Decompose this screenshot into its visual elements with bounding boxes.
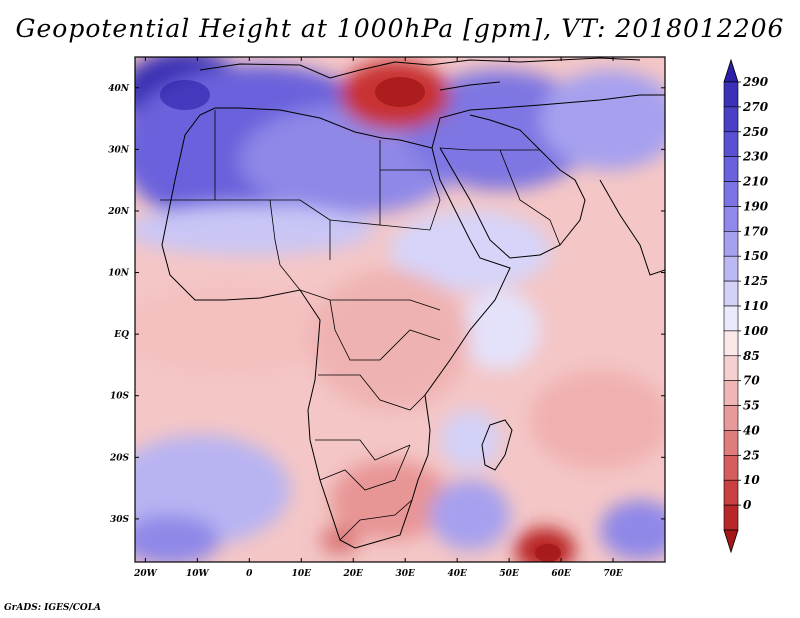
- lat-tick-label: 30N: [108, 145, 130, 155]
- colorbar-label: 230: [742, 150, 769, 164]
- colorbar-label: 210: [742, 175, 769, 189]
- colorbar-swatch: [723, 280, 739, 307]
- colorbar-label: 10: [743, 473, 760, 487]
- colorbar-label: 110: [743, 299, 769, 313]
- country-borders: [160, 110, 561, 541]
- colorbar-label: 85: [743, 349, 760, 363]
- longitude-axis: 20W 10W 0 10E 20E 30E 40E 50E 60E 70E: [133, 57, 623, 579]
- lon-tick-label: 0: [246, 569, 253, 579]
- colorbar-swatch: [723, 380, 739, 406]
- colorbar-swatch: [723, 181, 739, 207]
- colorbar-bottom-arrow: [723, 529, 739, 554]
- lat-tick-label: 30S: [110, 515, 130, 525]
- grads-credit: GrADS: IGES/COLA: [4, 603, 102, 613]
- colorbar-label: 170: [743, 224, 769, 238]
- lat-tick-label: 20N: [107, 207, 130, 217]
- colorbar-label: 270: [742, 100, 769, 114]
- lat-tick-label: 40N: [108, 84, 130, 94]
- colorbar-label: 290: [742, 75, 769, 89]
- colorbar-swatch: [723, 206, 739, 232]
- plot-frame: [134, 56, 666, 563]
- colorbar-label: 40: [743, 423, 760, 437]
- colorbar-swatch: [723, 131, 739, 157]
- colorbar-swatch: [723, 479, 739, 506]
- lon-tick-label: 60E: [551, 569, 571, 579]
- lon-tick-label: 70E: [603, 569, 623, 579]
- colorbar-swatch: [723, 504, 739, 531]
- colorbar-swatch: [723, 81, 739, 108]
- colorbar-label: 150: [743, 249, 769, 263]
- lon-tick-label: 30E: [396, 569, 416, 579]
- lon-tick-label: 10E: [292, 569, 312, 579]
- coastlines: [161, 57, 665, 549]
- colorbar-label: 25: [742, 448, 760, 462]
- colorbar-swatch: [723, 106, 739, 133]
- colorbar-label: 0: [743, 498, 752, 512]
- colorbar-label: 125: [743, 274, 768, 288]
- colorbar-label: 70: [743, 374, 760, 388]
- colorbar-swatch: [723, 156, 739, 182]
- colorbar-label: 250: [742, 125, 769, 139]
- colorbar-label: 55: [743, 399, 760, 413]
- colorbar-swatch: [723, 231, 739, 257]
- lon-tick-label: 50E: [499, 569, 519, 579]
- lon-tick-label: 40E: [447, 569, 467, 579]
- lat-tick-label: 10N: [108, 269, 130, 279]
- colorbar-swatch: [723, 255, 739, 282]
- height-field: [135, 57, 665, 562]
- lon-tick-label: 20W: [133, 569, 158, 579]
- colorbar-top-arrow: [723, 58, 739, 83]
- lat-tick-label: 10S: [110, 392, 130, 402]
- colorbar-label: 100: [743, 324, 769, 338]
- colorbar-swatch: [723, 455, 739, 481]
- colorbar: 2902702502302101901701501251101008570554…: [723, 58, 769, 554]
- colorbar-swatch: [723, 355, 739, 381]
- colorbar-swatch: [723, 330, 739, 357]
- map-title: Geopotential Height at 1000hPa [gpm], VT…: [15, 14, 785, 43]
- colorbar-label: 190: [743, 199, 769, 213]
- lon-tick-label: 10W: [186, 569, 210, 579]
- lat-tick-label: EQ: [113, 330, 129, 340]
- lon-tick-label: 20E: [343, 569, 364, 579]
- latitude-axis: 40N 30N 20N 10N EQ 10S 20S 30S: [107, 84, 665, 525]
- colorbar-swatch: [723, 405, 739, 431]
- colorbar-swatch: [723, 430, 739, 456]
- colorbar-swatch: [723, 305, 739, 332]
- lat-tick-label: 20S: [109, 453, 130, 463]
